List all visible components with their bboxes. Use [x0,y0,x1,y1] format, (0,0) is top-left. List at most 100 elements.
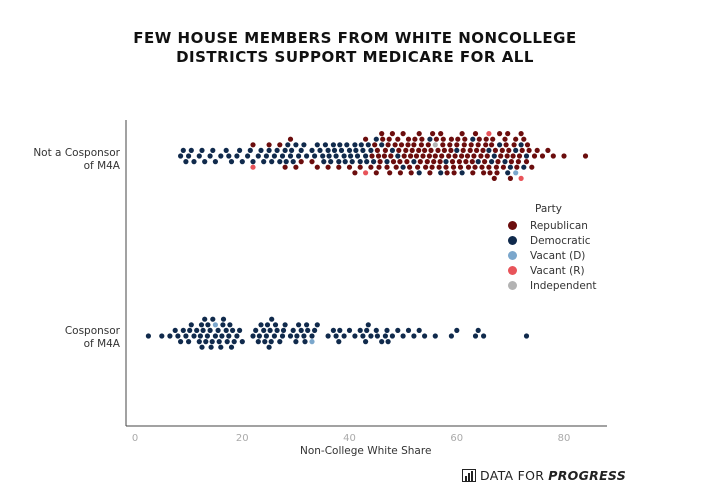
data-point-democratic [175,333,181,339]
data-point-republican [437,159,443,165]
data-point-republican [379,131,385,137]
legend: Party Republican Democratic Vacant (D) V… [500,203,597,293]
data-point-democratic [215,327,221,333]
category-label-line: of M4A [83,338,120,350]
data-point-republican [425,142,431,148]
data-point-democratic [167,333,173,339]
data-point-republican [422,147,428,153]
data-point-democratic [314,142,320,148]
data-point-democratic [218,344,224,350]
data-point-republican [408,170,414,176]
data-point-democratic [357,327,363,333]
data-point-republican [336,164,342,170]
data-point-democratic [411,333,417,339]
data-point-republican [498,153,504,159]
data-point-democratic [283,159,289,165]
data-point-republican [470,170,476,176]
data-point-republican [467,147,473,153]
data-point-democratic [368,333,374,339]
data-point-democratic [365,322,371,328]
data-point-democratic [220,316,227,322]
legend-item-independent: Independent [500,278,597,293]
data-point-republican [282,164,288,170]
data-point-democratic [312,327,318,333]
data-point-vacant-r [363,170,369,176]
data-point-republican [429,164,435,170]
data-point-democratic [301,333,307,339]
data-point-republican [447,142,453,148]
x-tick-label: 40 [343,433,356,444]
data-point-republican [441,147,447,153]
data-point-democratic [218,153,224,159]
data-point-vacant-d [309,339,315,345]
data-point-democratic [239,159,245,165]
data-point-republican [499,147,505,153]
data-point-democratic [178,339,184,345]
x-tick-label: 0 [132,433,138,444]
data-point-republican [423,164,429,170]
x-tick-label: 60 [450,433,463,444]
data-point-republican [494,170,500,176]
data-point-democratic [183,333,189,339]
data-point-republican [451,170,457,176]
data-point-republican [487,170,493,176]
data-point-republican [461,142,467,148]
data-point-democratic [320,153,326,159]
data-point-republican [381,153,387,159]
data-point-republican [523,159,530,165]
data-point-republican [507,175,513,181]
x-axis-title: Non-College White Share [300,445,432,457]
data-point-republican [448,147,454,153]
data-point-democratic [325,147,331,153]
data-point-democratic [352,333,358,339]
data-point-democratic [266,147,272,153]
data-point-republican [309,159,315,165]
data-point-democratic [245,153,251,159]
data-point-democratic [191,333,197,339]
data-point-democratic [212,159,218,165]
data-point-democratic [296,322,302,328]
data-point-republican [534,147,540,153]
data-point-republican [372,142,378,148]
data-point-democratic [448,333,454,339]
data-point-republican [468,142,474,148]
data-point-democratic [491,153,497,159]
data-point-democratic [293,142,299,148]
data-point-democratic [497,142,503,148]
data-point-democratic [287,333,294,339]
data-point-republican [504,153,510,159]
data-point-republican [489,142,495,148]
legend-item-vacant-d: Vacant (D) [500,248,597,263]
data-point-republican [513,136,519,142]
data-point-democratic [196,153,202,159]
data-point-independent [432,142,438,148]
data-point-democratic [282,147,288,153]
data-point-democratic [336,159,342,165]
data-point-republican [480,147,486,153]
data-point-democratic [326,153,332,159]
data-point-democratic [191,159,197,165]
data-point-republican [518,131,524,137]
data-point-democratic [277,159,283,165]
data-point-republican [479,164,485,170]
data-point-democratic [411,159,417,165]
data-point-republican [561,153,567,159]
data-point-democratic [271,333,277,339]
data-point-democratic [279,333,286,339]
data-point-democratic [274,147,280,153]
data-point-republican [384,164,390,170]
chart-title-line-2: DISTRICTS SUPPORT MEDICARE FOR ALL [176,48,534,66]
data-point-democratic [269,316,275,322]
data-point-republican [510,153,516,159]
data-point-democratic [333,153,339,159]
data-point-democratic [269,159,275,165]
data-point-republican [369,153,375,159]
brand-logo: DATA FOR PROGRESS [462,468,626,483]
data-point-democratic [357,159,363,165]
data-point-democratic [405,327,412,333]
data-point-republican [411,142,417,148]
data-point-democratic [230,327,236,333]
data-point-democratic [314,322,320,328]
data-point-republican [388,153,394,159]
data-point-democratic [285,142,291,148]
